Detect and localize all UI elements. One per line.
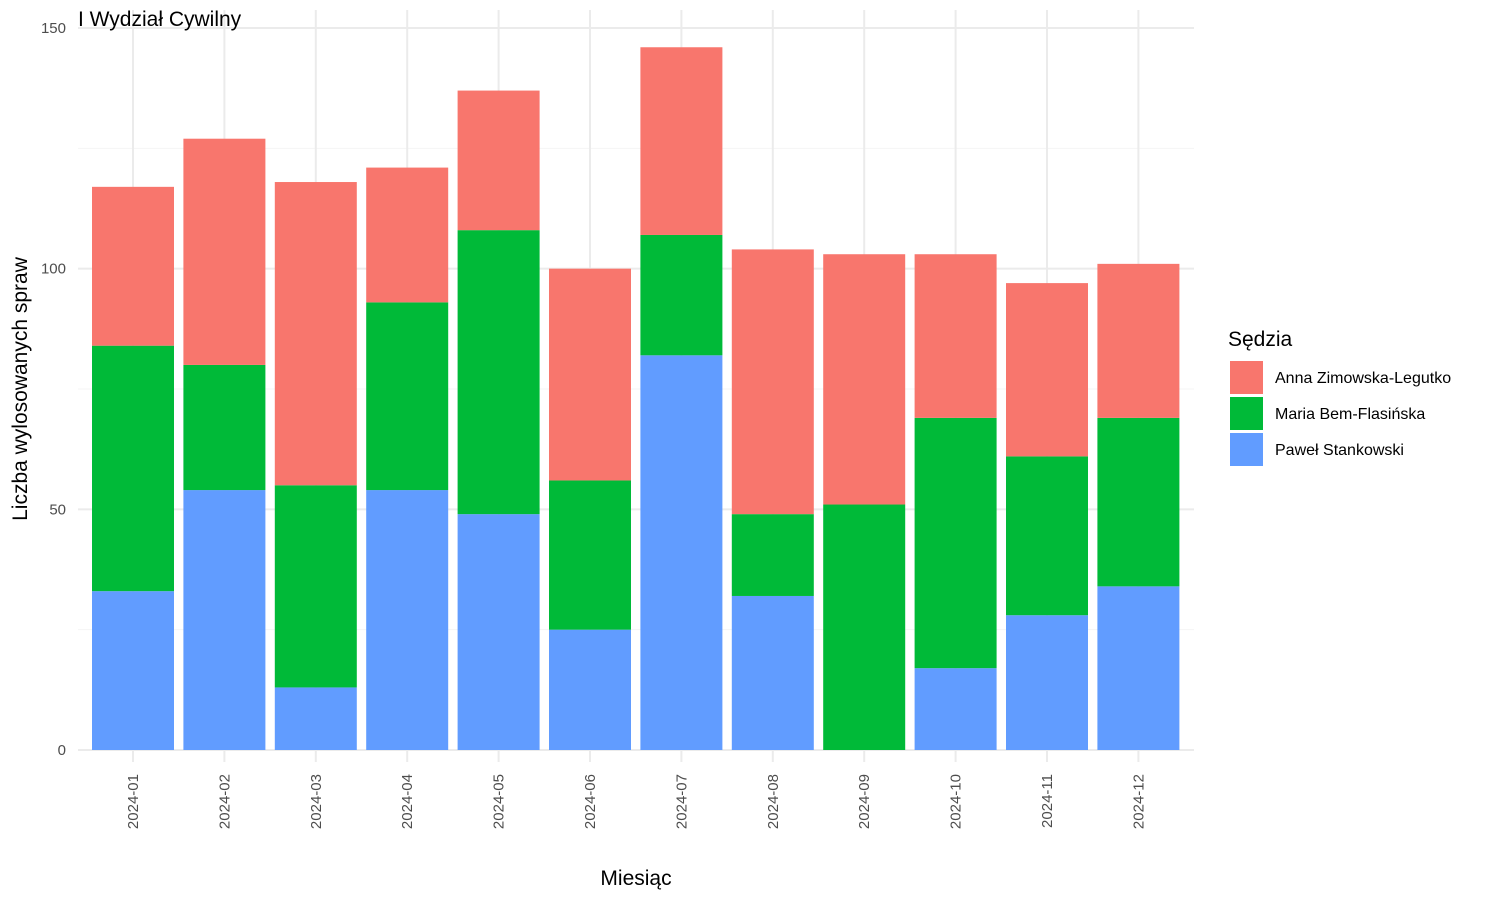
legend-title: Sędzia — [1228, 328, 1293, 351]
x-tick-label: 2024-12 — [1130, 774, 1147, 829]
x-tick-label: 2024-05 — [491, 774, 508, 829]
bar-segment — [549, 629, 631, 750]
bar-segment — [274, 687, 357, 750]
bar-segment — [92, 186, 174, 346]
bar-segment — [731, 249, 814, 515]
bar-segment — [823, 504, 906, 750]
bar-segment — [183, 490, 266, 750]
bar-segment — [457, 90, 540, 231]
legend-label: Anna Zimowska-Legutko — [1275, 370, 1451, 387]
bar-segment — [731, 514, 814, 596]
x-tick-label: 2024-06 — [582, 774, 599, 829]
x-tick-label: 2024-04 — [399, 774, 416, 829]
x-tick-label: 2024-03 — [308, 774, 325, 829]
bar-segment — [549, 480, 631, 630]
bar-segment — [92, 345, 174, 592]
bar-segment — [640, 355, 723, 750]
bars — [92, 47, 1180, 750]
bar-segment — [1006, 615, 1088, 750]
y-axis-title: Liczba wylosowanych spraw — [9, 256, 32, 521]
bar-segment — [457, 230, 540, 515]
x-tick-label: 2024-09 — [856, 774, 873, 829]
bar-segment — [1006, 283, 1088, 457]
x-axis-title: Miesiąc — [600, 867, 671, 890]
legend-swatch — [1230, 433, 1263, 466]
bar-segment — [914, 417, 997, 669]
bar-segment — [92, 591, 174, 750]
bar-segment — [731, 595, 814, 750]
legend-label: Maria Bem-Flasińska — [1275, 406, 1425, 423]
bar-segment — [183, 364, 266, 491]
bar-segment — [366, 302, 449, 491]
chart-title: I Wydział Cywilny — [78, 8, 242, 31]
bar-segment — [1097, 417, 1180, 587]
bar-segment — [549, 268, 631, 481]
axes: 0 50 100 150 2024-01 2024-02 2024-03 2024-04 202… — [41, 20, 1147, 829]
x-tick-label: 2024-02 — [216, 774, 233, 829]
bar-segment — [1097, 586, 1180, 750]
legend: Sędzia Anna Zimowska-Legutko Maria Bem-Fl… — [1228, 328, 1451, 466]
bar-segment — [914, 254, 997, 418]
legend-swatch — [1230, 397, 1263, 430]
bar-segment — [1006, 456, 1088, 616]
legend-label: Paweł Stankowski — [1275, 442, 1404, 459]
x-tick-label: 2024-07 — [673, 774, 690, 829]
bar-segment — [274, 485, 357, 688]
bar-segment — [366, 490, 449, 750]
y-tick-label: 50 — [49, 501, 66, 518]
bar-segment — [457, 514, 540, 750]
bar-segment — [183, 138, 266, 365]
bar-segment — [640, 234, 723, 356]
y-tick-label: 0 — [58, 742, 66, 759]
y-tick-label: 150 — [41, 20, 66, 37]
x-tick-label: 2024-08 — [765, 774, 782, 829]
x-tick-label: 2024-10 — [948, 774, 965, 829]
x-tick-label: 2024-11 — [1039, 774, 1056, 828]
bar-segment — [914, 668, 997, 750]
bar-segment — [1097, 263, 1180, 418]
bar-segment — [823, 254, 906, 505]
bar-segment — [640, 47, 723, 235]
x-tick-label: 2024-01 — [125, 774, 142, 829]
legend-swatch — [1230, 361, 1263, 394]
bar-segment — [366, 167, 449, 303]
y-tick-label: 100 — [41, 261, 66, 278]
bar-segment — [274, 182, 357, 486]
